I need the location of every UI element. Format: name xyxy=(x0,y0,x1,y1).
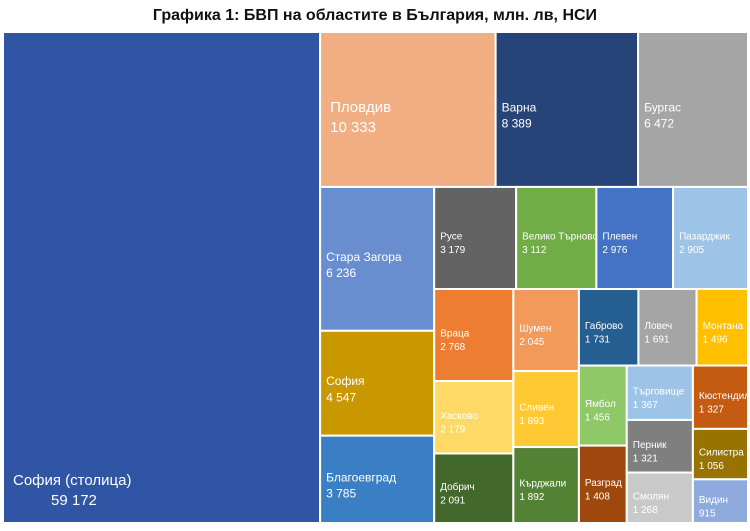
tile-value: 6 472 xyxy=(644,117,674,131)
tile-value: 4 547 xyxy=(326,390,356,404)
tile-value: 1 268 xyxy=(633,505,658,516)
tile xyxy=(2,31,322,524)
tile-name: Пазарджик xyxy=(679,232,730,243)
tile xyxy=(512,446,580,525)
tile-name: Силистра xyxy=(699,448,744,459)
tile-name: Стара Загора xyxy=(326,250,402,264)
tile xyxy=(494,31,640,188)
tile-value: 2 976 xyxy=(602,245,627,256)
tile xyxy=(672,185,750,291)
tile-value: 1 327 xyxy=(699,404,724,415)
tile-name: Търговище xyxy=(633,386,685,397)
tile-value: 1 367 xyxy=(633,400,658,411)
tile-name: Габрово xyxy=(585,320,623,332)
tile-name: Враца xyxy=(440,329,470,340)
tile-value: 1 691 xyxy=(644,334,669,345)
tile-value: 8 389 xyxy=(502,117,532,131)
tile-value: 3 112 xyxy=(522,245,547,256)
tile-name: Благоевград xyxy=(326,470,396,484)
tile-value: 1 456 xyxy=(585,413,610,424)
tile xyxy=(512,288,580,373)
tile-value: 2 045 xyxy=(519,337,544,348)
tile-name: Разград xyxy=(585,478,622,489)
tile-name: Ямбол xyxy=(585,398,616,410)
tile-name: София (столица) xyxy=(13,472,131,489)
tile-value: 1 056 xyxy=(699,461,724,472)
tile-name: Добрич xyxy=(440,481,475,493)
tile xyxy=(625,471,694,524)
tile-name: Видин xyxy=(699,495,728,506)
tile-name: Плевен xyxy=(602,232,637,243)
tile-name: Пловдив xyxy=(330,99,391,116)
tile-name: Кърджали xyxy=(519,479,566,490)
tile xyxy=(695,288,750,367)
tile-value: 915 xyxy=(699,508,716,519)
tile-value: 1 321 xyxy=(633,453,658,464)
tile-value: 2 768 xyxy=(440,342,465,353)
chart-title: Графика 1: БВП на областите в България, … xyxy=(153,7,597,24)
tile-value: 1 893 xyxy=(519,416,544,427)
tile-name: Велико Търново xyxy=(522,232,598,243)
tile-name: Перник xyxy=(633,440,667,451)
tile-name: Кюстендил xyxy=(699,391,750,402)
tile xyxy=(637,31,750,188)
tile-value: 10 333 xyxy=(330,119,376,136)
tile-value: 2 905 xyxy=(679,245,704,256)
tile-name: Хасково xyxy=(440,411,478,422)
tile xyxy=(625,364,694,421)
tile-value: 6 236 xyxy=(326,266,356,280)
tile xyxy=(433,380,515,455)
tile-name: Сливен xyxy=(519,403,554,414)
tile xyxy=(577,288,640,367)
tile-name: София xyxy=(326,374,364,388)
tile-name: Варна xyxy=(502,100,537,114)
tile xyxy=(577,364,628,447)
tile-name: Ловеч xyxy=(644,321,672,332)
tile xyxy=(319,31,497,188)
tile-value: 1 408 xyxy=(585,491,610,502)
tile xyxy=(691,364,749,430)
tile-name: Шумен xyxy=(519,324,551,335)
tile-value: 3 785 xyxy=(326,487,356,501)
tile xyxy=(691,478,749,524)
tile xyxy=(577,444,628,525)
tile-name: Русе xyxy=(440,232,463,243)
tile-value: 59 172 xyxy=(51,492,97,509)
tile xyxy=(691,427,749,481)
tile xyxy=(319,185,436,332)
tile-value: 2 091 xyxy=(440,495,465,506)
tile xyxy=(319,434,436,525)
tile-value: 1 731 xyxy=(585,334,610,345)
tile xyxy=(433,452,515,525)
tile xyxy=(515,185,598,291)
tile-value: 2 179 xyxy=(440,424,465,435)
tile-value: 1 496 xyxy=(703,334,728,345)
tile-name: Монтана xyxy=(703,321,744,332)
tile-name: Бургас xyxy=(644,100,681,114)
tile-value: 3 179 xyxy=(440,245,465,256)
tile-name: Смолян xyxy=(633,491,669,502)
tile-value: 1 892 xyxy=(519,492,544,503)
